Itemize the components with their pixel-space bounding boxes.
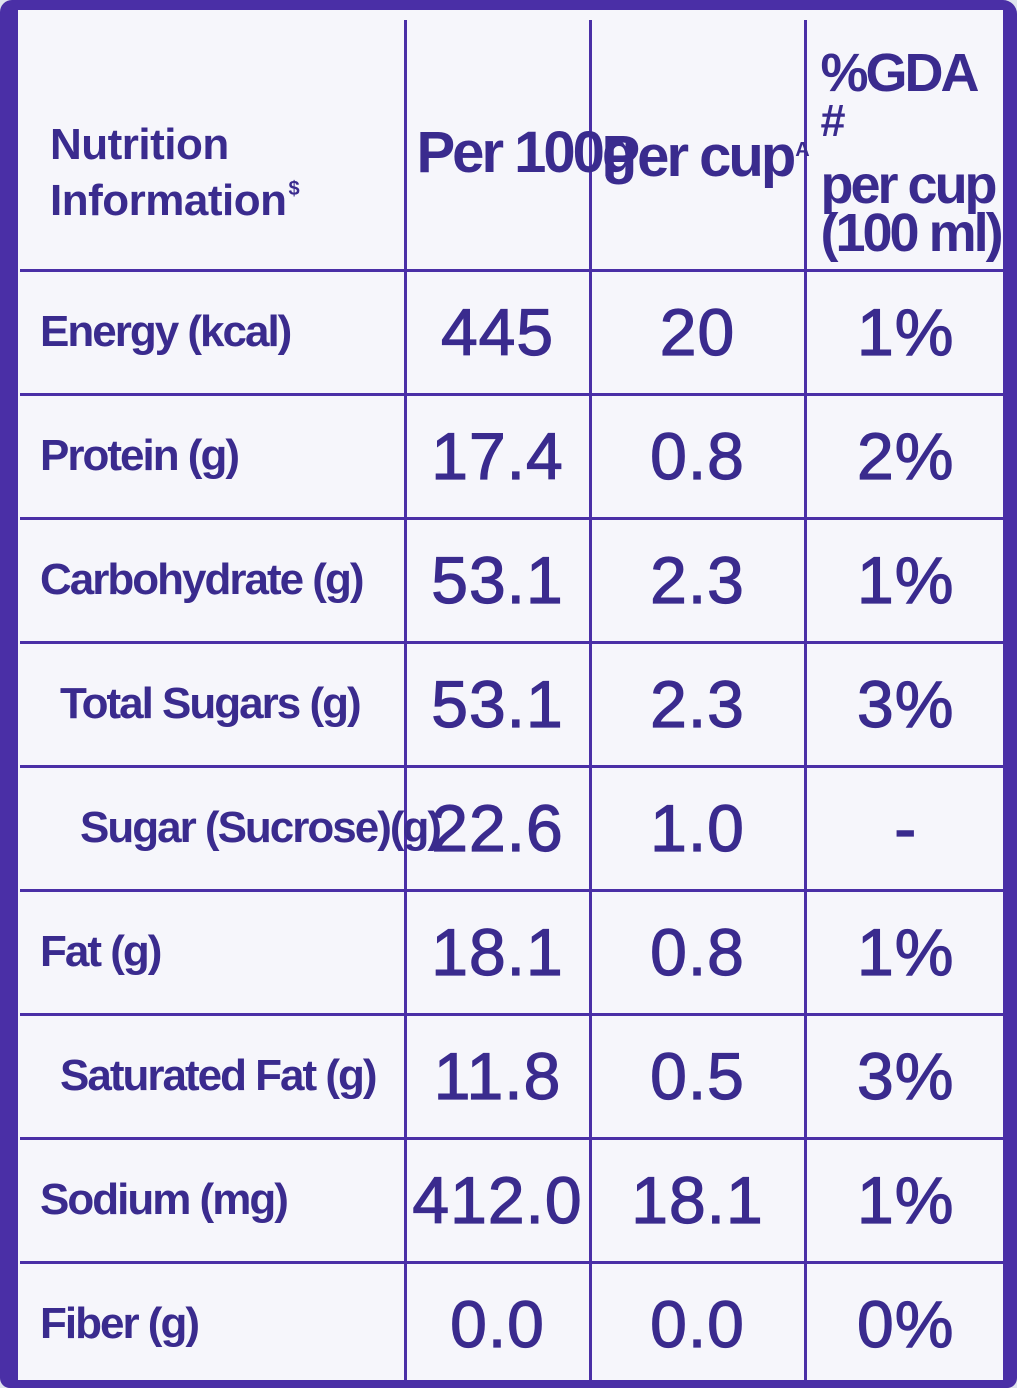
header-per-cup-mark: A [795, 138, 810, 161]
row-label: Fat (g) [20, 890, 405, 1016]
table-row: Saturated Fat (g) 11.8 0.5 3% [20, 1014, 1005, 1140]
table-row: Sugar (Sucrose)(g) 22.6 1.0 - [20, 766, 1005, 892]
table-row: Fat (g) 18.1 0.8 1% [20, 890, 1005, 1016]
value-per-100g: 22.6 [403, 766, 590, 892]
value-per-cup: 2.3 [588, 518, 805, 644]
row-label: Energy (kcal) [20, 270, 405, 396]
table-row: Energy (kcal) 445 20 1% [20, 270, 1005, 396]
value-per-cup: 18.1 [588, 1138, 805, 1264]
value-per-100g: 0.0 [403, 1262, 590, 1385]
header-gda: %GDA # per cup (100 ml) [803, 20, 1005, 272]
value-gda: 1% [803, 518, 1005, 644]
value-per-cup: 1.0 [588, 766, 805, 892]
value-per-cup: 20 [588, 270, 805, 396]
header-label-mark: $ [288, 178, 300, 201]
table-row: Total Sugars (g) 53.1 2.3 3% [20, 642, 1005, 768]
table-row: Protein (g) 17.4 0.8 2% [20, 394, 1005, 520]
header-gda-line2: per cup [820, 155, 998, 216]
row-label: Saturated Fat (g) [20, 1014, 405, 1140]
header-label-line1: Nutrition [50, 120, 229, 170]
header-gda-mark: # [820, 95, 846, 147]
header-gda-line3: (100 ml) [820, 203, 1004, 264]
value-gda: 2% [803, 394, 1005, 520]
value-gda: 1% [803, 890, 1005, 1016]
row-label: Sugar (Sucrose)(g) [20, 766, 442, 892]
value-per-100g: 11.8 [403, 1014, 590, 1140]
value-per-100g: 17.4 [403, 394, 590, 520]
table-row: Sodium (mg) 412.0 18.1 1% [20, 1138, 1005, 1264]
value-per-cup: 0.0 [588, 1262, 805, 1385]
value-gda: 3% [803, 642, 1005, 768]
header-per-100g: Per 100g [403, 20, 637, 272]
row-label: Sodium (mg) [20, 1138, 405, 1264]
value-gda: 0% [803, 1262, 1005, 1385]
row-label: Protein (g) [20, 394, 405, 520]
value-per-100g: 53.1 [403, 642, 590, 768]
row-label: Total Sugars (g) [20, 642, 405, 768]
header-gda-line1: %GDA [820, 43, 980, 104]
table-row: Carbohydrate (g) 53.1 2.3 1% [20, 518, 1005, 644]
header-row: Nutrition Information $ Per 100g Per cup A… [20, 20, 1005, 272]
value-per-100g: 18.1 [403, 890, 590, 1016]
header-nutrition-information: Nutrition Information $ [20, 20, 405, 272]
value-per-cup: 2.3 [588, 642, 805, 768]
value-per-100g: 53.1 [403, 518, 590, 644]
value-per-cup: 0.5 [588, 1014, 805, 1140]
header-label-line2: Information [50, 176, 287, 226]
row-label: Fiber (g) [40, 1299, 200, 1348]
value-per-cup: 0.8 [588, 394, 805, 520]
value-per-100g: 412.0 [403, 1138, 590, 1264]
table-row: Fiber (g) 0.0 0.0 0% [20, 1262, 1005, 1385]
value-gda: 1% [803, 1138, 1005, 1264]
value-gda: 3% [803, 1014, 1005, 1140]
value-gda: - [803, 766, 1005, 892]
nutrition-table: Nutrition Information $ Per 100g Per cup A… [20, 20, 1005, 1385]
value-gda: 1% [803, 270, 1005, 396]
row-label: Carbohydrate (g) [20, 518, 405, 644]
header-per-cup: Per cup A [588, 20, 810, 272]
value-per-100g: 445 [403, 270, 590, 396]
value-per-cup: 0.8 [588, 890, 805, 1016]
